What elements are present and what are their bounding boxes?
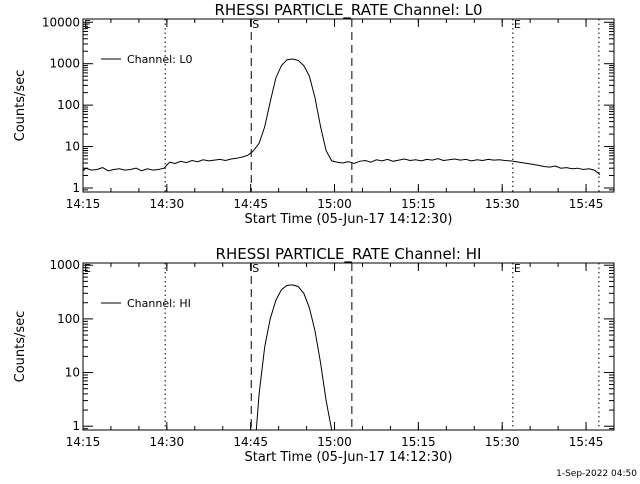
y-tick-label: 1	[72, 419, 80, 433]
x-axis-label: Start Time (05-Jun-17 14:12:30)	[245, 450, 453, 465]
x-tick-label: 14:15	[66, 197, 101, 211]
y-tick-label: 10	[65, 366, 80, 380]
x-tick-label: 14:30	[150, 435, 185, 449]
y-tick-label: 100	[57, 98, 80, 112]
x-tick-label: 14:15	[66, 435, 101, 449]
x-tick-label: 15:45	[569, 197, 604, 211]
x-tick-label: 14:45	[233, 435, 268, 449]
chart-hi: RHESSI PARTICLE_RATE Channel: HI 14:15 14:…	[13, 245, 615, 465]
event-marker-label: E	[84, 18, 91, 31]
event-marker-label: E	[514, 18, 521, 31]
chart-title: RHESSI PARTICLE_RATE Channel: L0	[214, 1, 482, 20]
chart-l0: RHESSI PARTICLE_RATE Channel: L0 14:15 14:…	[13, 1, 615, 227]
plot-frame	[82, 262, 615, 431]
series-line	[82, 58, 601, 175]
x-tick-label: 15:30	[485, 197, 520, 211]
series-line	[255, 284, 333, 431]
footer-timestamp: 1-Sep-2022 04:50	[556, 469, 637, 479]
event-marker-label: E	[514, 262, 521, 275]
x-tick-label: 15:30	[485, 435, 520, 449]
y-tick-label: 1000	[49, 57, 80, 71]
y-tick-label: 1000	[49, 258, 80, 272]
x-tick-label: 15:15	[401, 197, 436, 211]
x-tick-label: 15:45	[569, 435, 604, 449]
x-tick-label: 15:00	[317, 435, 352, 449]
event-marker-label: E	[84, 262, 91, 275]
x-tick-label: 15:00	[317, 197, 352, 211]
y-axis-label: Counts/sec	[13, 70, 28, 142]
y-tick-label: 100	[57, 312, 80, 326]
legend-label: Channel: L0	[127, 53, 193, 66]
y-tick-label: 10	[65, 140, 80, 154]
event-marker-label: S	[252, 18, 259, 31]
y-tick-label: 10000	[42, 15, 80, 29]
plot-frame	[82, 18, 615, 193]
y-tick-label: 1	[72, 181, 80, 195]
event-marker-label: S	[252, 262, 259, 275]
x-tick-label: 15:15	[401, 435, 436, 449]
y-axis-label: Counts/sec	[13, 311, 28, 383]
chart-title: RHESSI PARTICLE_RATE Channel: HI	[216, 245, 482, 264]
x-tick-label: 14:30	[150, 197, 185, 211]
x-tick-label: 14:45	[233, 197, 268, 211]
x-axis-label: Start Time (05-Jun-17 14:12:30)	[245, 212, 453, 227]
legend-label: Channel: HI	[127, 297, 191, 310]
